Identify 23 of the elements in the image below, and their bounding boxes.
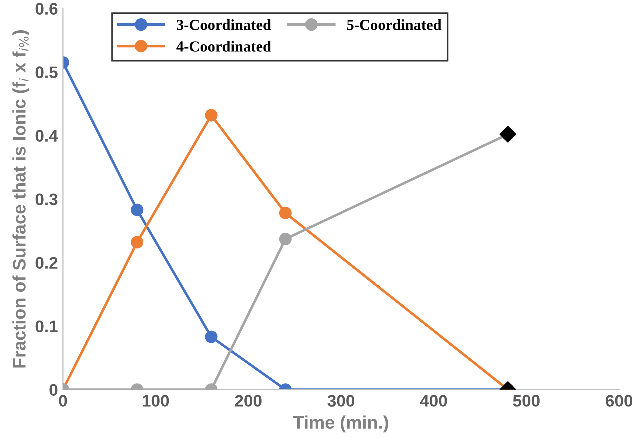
x-tick-label: 500 (513, 395, 540, 407)
y-tick-label: 0 (50, 384, 58, 396)
y-tick-label: 0.3 (36, 194, 58, 206)
y-tick-label: 0.2 (36, 257, 58, 270)
point (279, 207, 292, 220)
x-tick-label: 300 (328, 395, 354, 407)
x-axis-title: Time (min.) (293, 416, 388, 433)
x-tick-label: 400 (420, 395, 448, 407)
legend-label: 4-Coordinated (176, 41, 272, 52)
x-tick-label: 0 (59, 395, 68, 407)
y-tick-label: 0.4 (36, 130, 58, 142)
point (131, 236, 144, 249)
point (131, 204, 144, 216)
y-tick-label: 0.1 (36, 320, 58, 333)
x-tick-label: 100 (143, 395, 170, 407)
y-tick-label: 0.5 (36, 66, 58, 78)
y-axis-title: Fraction of Surface that is Ionic (f$_{i}$ x f$_{i%}$) (12, 30, 30, 368)
x-tick-label: 200 (235, 395, 262, 407)
point (205, 109, 218, 122)
legend-label: 5-Coordinated (347, 20, 442, 30)
y-tick-label: 0.6 (36, 3, 58, 15)
point (279, 233, 292, 246)
legend-label: 3-Coordinated (177, 20, 272, 30)
